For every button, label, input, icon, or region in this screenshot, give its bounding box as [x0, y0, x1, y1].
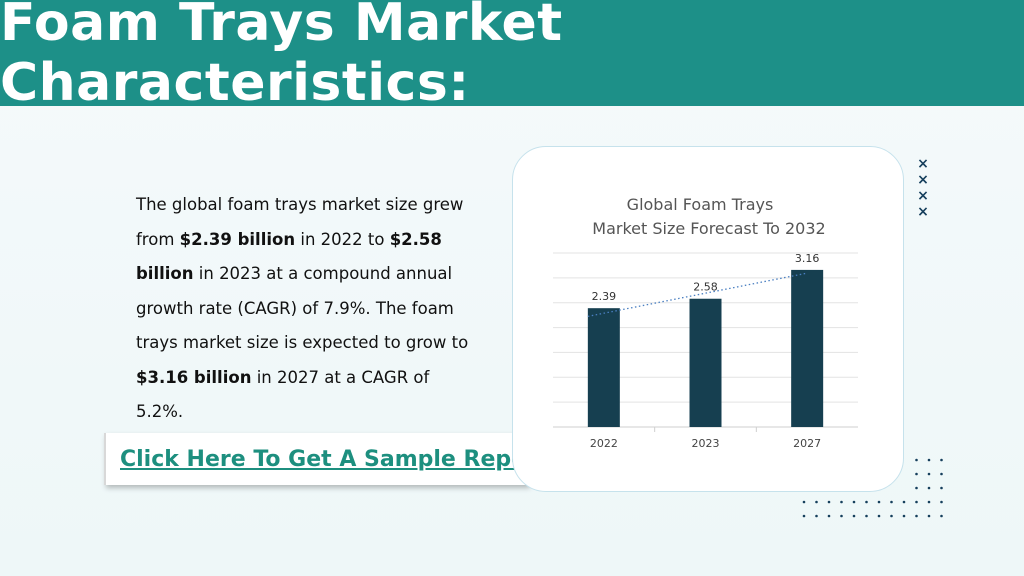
chart-bar-2022 [587, 308, 620, 427]
decor-dot [927, 472, 931, 476]
decor-dot [802, 500, 806, 504]
decor-dot [927, 500, 931, 504]
chart-x-tick-label: 2023 [692, 437, 720, 450]
dot-grid-decoration [802, 458, 943, 518]
header-banner: Foam Trays Market Characteristics: [0, 0, 1024, 113]
decor-dot [927, 514, 931, 518]
summary-text-3: in 2023 at a compound annual growth rate… [136, 264, 469, 352]
summary-text-4: in 2027 at a CAGR of 5.2%. [136, 367, 430, 422]
chart-x-tick-label: 2022 [590, 437, 618, 450]
decor-dot [877, 514, 881, 518]
decor-dot [865, 500, 868, 504]
decor-dot [915, 500, 918, 504]
decor-dot [815, 514, 818, 518]
decor-dot [840, 500, 843, 504]
decor-dot [802, 514, 806, 518]
decor-dot [940, 500, 943, 504]
x-marks-decoration: × × × × [916, 156, 930, 220]
chart-bar-2023 [689, 298, 722, 427]
x-mark-icon: × [917, 188, 929, 204]
decor-dot [915, 514, 918, 518]
decor-dot [940, 514, 943, 518]
decor-dot [915, 458, 918, 462]
decor-dot [890, 500, 893, 504]
chart-bars [587, 269, 824, 427]
chart-data-label: 3.16 [795, 252, 820, 265]
chart-data-label: 2.58 [693, 281, 718, 294]
decor-dot [927, 486, 931, 490]
decor-dot [902, 500, 906, 504]
decor-dot [877, 500, 881, 504]
chart-trendline [587, 272, 808, 318]
sample-report-box[interactable]: Click Here To Get A Sample Report [104, 433, 548, 485]
decor-dot [940, 472, 943, 476]
market-summary-paragraph: The global foam trays market size grew f… [136, 188, 476, 430]
chart-bar-2027 [791, 269, 824, 427]
decor-dot [815, 500, 818, 504]
summary-text-1: The global foam trays market size grew f… [136, 195, 464, 249]
market-size-chart: Global Foam Trays Market Size Forecast T… [553, 195, 858, 450]
decor-dot [827, 514, 831, 518]
decor-dot [827, 500, 831, 504]
sample-report-link[interactable]: Click Here To Get A Sample Report [120, 446, 548, 472]
decor-dot [890, 514, 893, 518]
summary-text-2: in 2022 to [295, 229, 390, 249]
decor-dot [915, 486, 918, 490]
summary-value-2023: $2.58 billion [136, 229, 442, 284]
decor-dot [940, 486, 943, 490]
x-mark-icon: × [917, 204, 929, 220]
summary-value-2022: $2.39 billion [179, 229, 296, 249]
decor-dot [865, 514, 868, 518]
chart-data-label: 2.39 [592, 290, 617, 303]
chart-title-line-1: Global Foam Trays [627, 195, 774, 214]
chart-x-axis: 2022 2023 2027 [590, 427, 821, 450]
decor-dot [927, 458, 931, 462]
summary-value-2027: $3.16 billion [136, 367, 252, 387]
decor-dot [915, 472, 918, 476]
chart-title-line-2: Market Size Forecast To 2032 [592, 219, 825, 238]
decor-dot [840, 514, 843, 518]
chart-data-labels: 2.39 2.58 3.16 [592, 252, 820, 303]
decor-dot [852, 514, 856, 518]
x-mark-icon: × [917, 172, 929, 188]
chart-x-tick-label: 2027 [793, 437, 821, 450]
chart-card: Global Foam Trays Market Size Forecast T… [512, 146, 904, 492]
decor-dot [902, 514, 906, 518]
decor-dot [940, 458, 943, 462]
x-mark-icon: × [917, 156, 929, 172]
page-title: Foam Trays Market Characteristics: [0, 0, 563, 113]
decor-dot [852, 500, 856, 504]
